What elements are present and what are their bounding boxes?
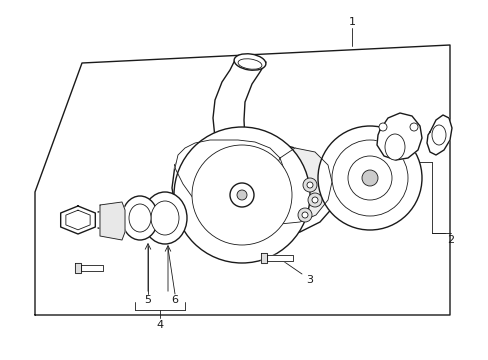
Circle shape <box>317 126 421 230</box>
Polygon shape <box>172 138 334 238</box>
Circle shape <box>297 208 311 222</box>
Circle shape <box>237 190 246 200</box>
Polygon shape <box>61 206 95 234</box>
Polygon shape <box>266 255 292 261</box>
Ellipse shape <box>431 125 445 145</box>
Circle shape <box>174 127 309 263</box>
Polygon shape <box>81 265 103 271</box>
Circle shape <box>229 183 253 207</box>
Circle shape <box>192 145 291 245</box>
Ellipse shape <box>384 134 404 160</box>
Text: 3: 3 <box>306 275 313 285</box>
Ellipse shape <box>142 192 186 244</box>
Polygon shape <box>100 202 125 240</box>
Ellipse shape <box>234 54 265 70</box>
Text: 2: 2 <box>447 235 454 245</box>
Circle shape <box>307 193 321 207</box>
Circle shape <box>302 212 307 218</box>
Text: 1: 1 <box>348 17 355 27</box>
Ellipse shape <box>151 201 179 235</box>
Circle shape <box>311 197 317 203</box>
Polygon shape <box>260 148 331 224</box>
Polygon shape <box>35 45 449 315</box>
Circle shape <box>331 140 407 216</box>
Circle shape <box>347 156 391 200</box>
Circle shape <box>303 178 316 192</box>
Circle shape <box>361 170 377 186</box>
Polygon shape <box>376 113 421 160</box>
Ellipse shape <box>238 59 262 69</box>
Text: 4: 4 <box>156 320 163 330</box>
Polygon shape <box>426 115 451 155</box>
Polygon shape <box>75 263 81 273</box>
Polygon shape <box>175 140 285 214</box>
Circle shape <box>409 123 417 131</box>
Polygon shape <box>261 253 266 263</box>
Text: 6: 6 <box>171 295 178 305</box>
Ellipse shape <box>122 196 158 240</box>
Circle shape <box>378 123 386 131</box>
Ellipse shape <box>129 204 151 232</box>
Circle shape <box>306 182 312 188</box>
Text: 5: 5 <box>144 295 151 305</box>
